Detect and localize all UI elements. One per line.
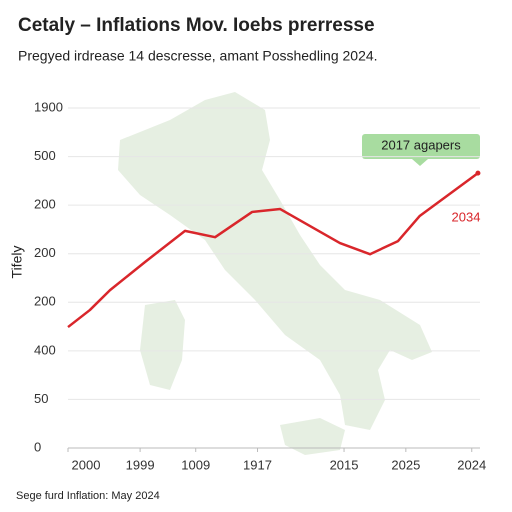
y-tick-label: 200: [34, 294, 56, 309]
chart-title: Cetaly – Inflations Mov. Ioebs prerresse: [18, 15, 375, 36]
annotation: 2017 agapers: [381, 137, 461, 152]
y-axis-label: Tifely: [9, 246, 25, 279]
x-tick-label: 2000: [72, 457, 101, 472]
y-tick-label: 0: [34, 439, 41, 454]
annotation-box: [362, 134, 480, 159]
x-tick-label: 2024: [457, 457, 486, 472]
end-point: [475, 170, 481, 176]
annotation-pointer: [412, 159, 428, 166]
map-background: [118, 92, 432, 455]
y-tick-label: 400: [34, 342, 56, 357]
x-tick-label: 2025: [391, 457, 420, 472]
y-tick-label: 1900: [34, 99, 63, 114]
y-tick-label: 50: [34, 391, 48, 406]
source-note: Sege furd Inflation: May 2024: [16, 490, 160, 502]
x-tick-label: 1917: [243, 457, 272, 472]
annotation: 2034: [452, 209, 481, 224]
chart-subtitle: Pregyed irdrease 14 descresse, amant Pos…: [18, 48, 378, 64]
x-tick-label: 1999: [126, 457, 155, 472]
x-tick-label: 2015: [330, 457, 359, 472]
x-tick-label: 1009: [181, 457, 210, 472]
y-tick-label: 500: [34, 148, 56, 163]
y-tick-label: 200: [34, 197, 56, 212]
y-tick-label: 200: [34, 245, 56, 260]
data-line: [67, 172, 479, 329]
